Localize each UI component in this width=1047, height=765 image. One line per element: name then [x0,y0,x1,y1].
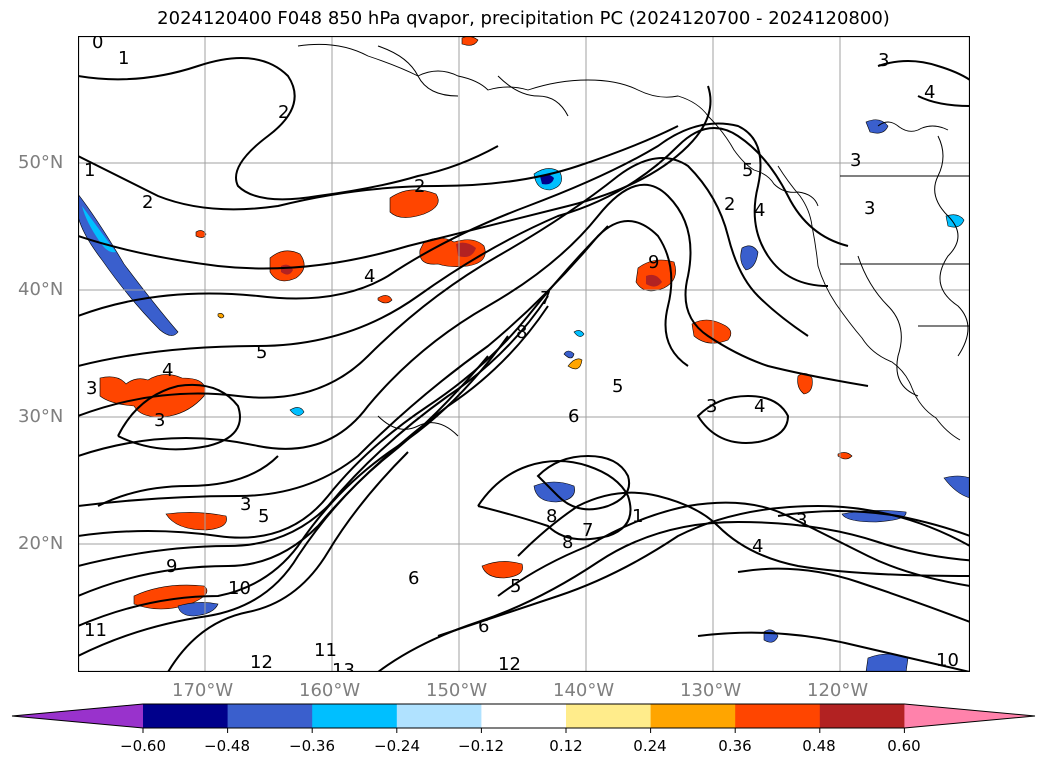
colorbar-tick-label: 0.24 [633,737,666,755]
map-frame [78,36,970,672]
coastlines [297,43,970,441]
colorbar-tick-label: −0.48 [204,737,250,755]
contour-label: 5 [612,376,623,397]
lon-label: 140°W [553,680,615,701]
colorbar-segment [650,704,736,728]
contour-label: 0 [92,36,103,53]
contour-label: 1 [84,160,95,181]
contour-label: 2 [278,102,289,123]
lon-label: 160°W [299,680,361,701]
lat-label: 50°N [18,152,64,173]
lon-label: 130°W [680,680,742,701]
colorbar-tick-label: 0.48 [802,737,835,755]
colorbar-tick-label: 0.36 [718,737,751,755]
lat-label: 40°N [18,279,64,300]
contour-label: 5 [742,160,753,181]
colorbar-tick-label: −0.12 [458,737,504,755]
colorbar-tick-label: −0.36 [289,737,335,755]
contour-label: 3 [864,198,875,219]
contour-label: 2 [414,176,425,197]
contour-label: 11 [84,620,107,641]
contour-label: 7 [540,288,551,309]
contour-label: 7 [582,520,593,541]
lat-label: 20°N [18,533,64,554]
contour-label: 3 [86,378,97,399]
colorbar-segment [312,704,398,728]
contour-label: 5 [510,576,521,597]
contour-label: 8 [562,532,573,553]
contour-label: 3 [878,50,889,71]
lon-label: 170°W [172,680,234,701]
contour-label: 6 [478,616,489,637]
contour-label: 8 [516,322,527,343]
colorbar-segment [143,704,229,728]
colorbar-tick-label: 0.12 [549,737,582,755]
contour-label: 1 [632,506,643,527]
colorbar-segment [735,704,821,728]
map-panel: 0 1 2 2 1 2 3 4 5 4 3 3 5 7 8 9 3 5 6 5 … [78,36,970,672]
colorbar-segment [819,704,905,728]
contour-label: 4 [754,396,765,417]
colorbar-extend-left [12,704,143,728]
colorbar-tick-label: −0.24 [374,737,420,755]
contour-label: 4 [752,536,763,557]
contour-label: 12 [250,652,273,672]
colorbar: −0.60 −0.48 −0.36 −0.24 −0.12 0.12 0.24 … [11,703,1036,755]
contour-label: 3 [706,396,717,417]
contour-label: 3 [850,150,861,171]
qvapor-contours [78,57,970,672]
lon-label: 120°W [807,680,869,701]
contour-label: 13 [332,660,355,672]
contour-label: 4 [364,266,375,287]
colorbar-segments [11,703,1036,733]
colorbar-segment [396,704,482,728]
colorbar-ticks: −0.60 −0.48 −0.36 −0.24 −0.12 0.12 0.24 … [120,737,921,755]
contour-label: 4 [754,200,765,221]
contour-label: 3 [796,510,807,531]
contour-label: 8 [546,506,557,527]
contour-label: 1 [118,48,129,69]
contour-label: 3 [240,494,251,515]
colorbar-segment [481,704,567,728]
contour-label: 10 [228,578,251,599]
contour-label: 6 [408,568,419,589]
contour-label: 9 [166,556,177,577]
lon-label: 150°W [426,680,488,701]
contour-label: 5 [256,342,267,363]
colorbar-tick-label: −0.60 [120,737,166,755]
colorbar-extend-right [904,704,1035,728]
colorbar-segment [566,704,652,728]
contour-label: 12 [498,654,521,672]
contour-label: 6 [568,406,579,427]
contour-label: 3 [154,410,165,431]
map-title: 2024120400 F048 850 hPa qvapor, precipit… [157,8,890,29]
contour-label: 2 [724,194,735,215]
contour-label: 2 [142,192,153,213]
contour-label: 4 [162,360,173,381]
precip-negative-areas [78,119,970,672]
contour-label: 5 [258,506,269,527]
contour-label: 10 [936,650,959,671]
qvapor-contours-thin [377,45,969,437]
colorbar-tick-label: 0.60 [887,737,920,755]
contour-label: 11 [314,640,337,661]
contour-labels: 0 1 2 2 1 2 3 4 5 4 3 3 5 7 8 9 3 5 6 5 … [84,36,959,672]
lat-label: 30°N [18,406,64,427]
contour-label: 4 [924,82,935,103]
contour-label: 9 [648,252,659,273]
colorbar-segment [227,704,313,728]
